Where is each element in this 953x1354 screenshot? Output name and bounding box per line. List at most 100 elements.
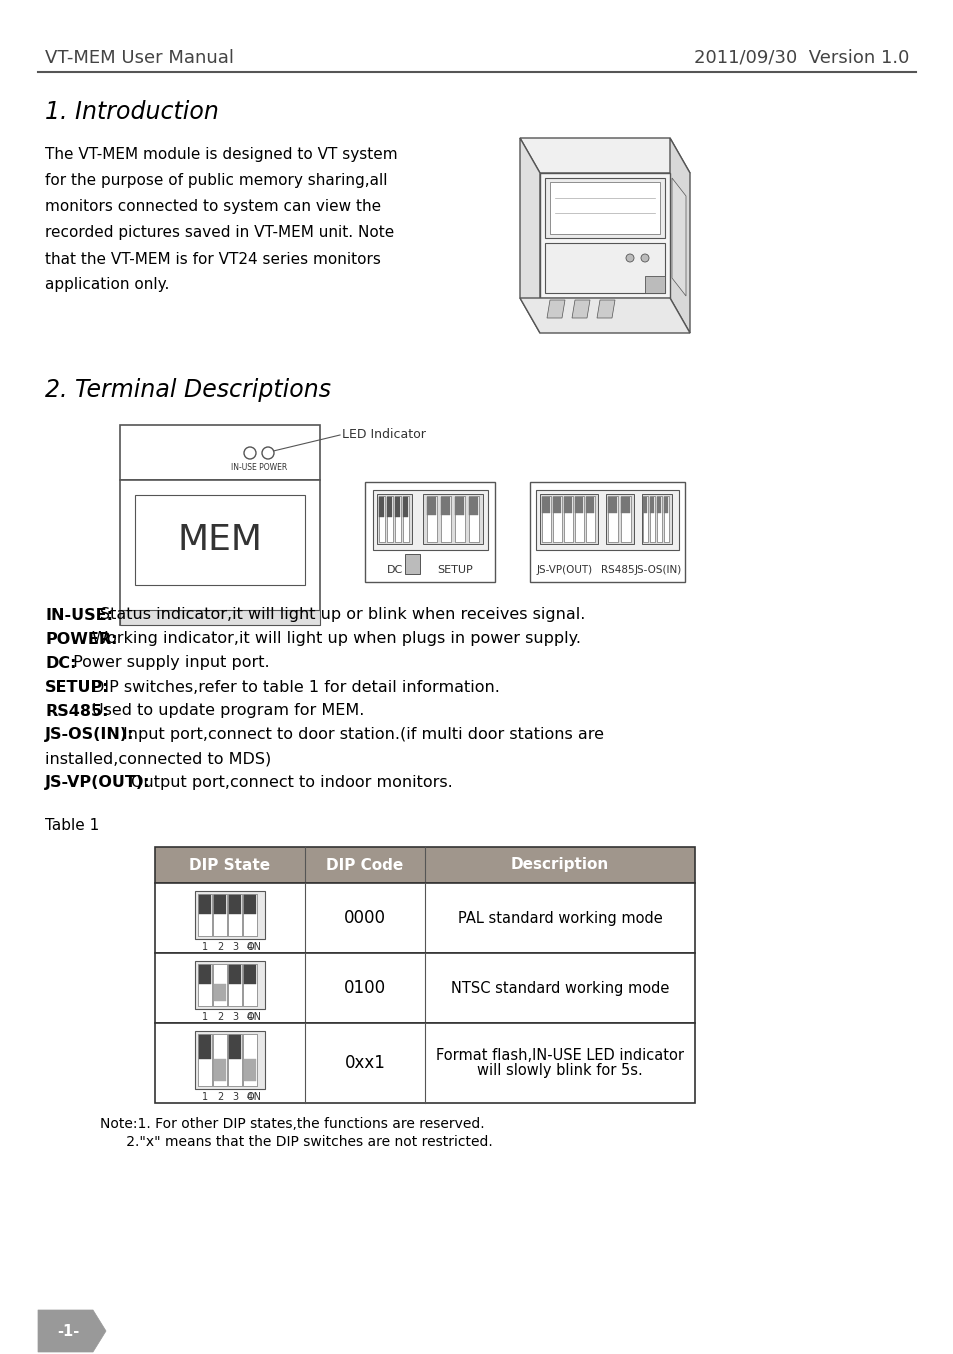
Bar <box>373 490 488 550</box>
Bar <box>229 1034 241 1059</box>
Text: 2. Terminal Descriptions: 2. Terminal Descriptions <box>45 378 331 402</box>
Bar <box>229 895 241 914</box>
Bar <box>228 964 242 1006</box>
Bar <box>199 895 211 914</box>
Bar <box>642 496 647 542</box>
Text: Table 1: Table 1 <box>45 818 99 833</box>
Bar <box>575 497 583 513</box>
Bar <box>243 1034 256 1086</box>
Text: RS485: RS485 <box>600 565 634 575</box>
Bar <box>440 496 451 542</box>
Text: ON: ON <box>247 1091 262 1102</box>
Text: JS-VP(OUT):: JS-VP(OUT): <box>45 776 151 791</box>
Circle shape <box>640 255 648 263</box>
Text: Status indicator,it will light up or blink when receives signal.: Status indicator,it will light up or bli… <box>99 608 584 623</box>
Text: will slowly blink for 5s.: will slowly blink for 5s. <box>476 1063 642 1079</box>
Bar <box>469 496 478 542</box>
Bar <box>213 964 227 1006</box>
Text: DIP State: DIP State <box>190 857 271 872</box>
Polygon shape <box>544 242 664 292</box>
Text: RS485:: RS485: <box>45 704 109 719</box>
Bar <box>605 494 634 544</box>
Bar <box>199 1034 211 1059</box>
Bar <box>243 964 256 1006</box>
Bar <box>586 497 594 513</box>
Bar <box>643 497 647 513</box>
Bar <box>243 894 256 936</box>
Bar <box>542 497 550 513</box>
Polygon shape <box>669 138 689 333</box>
Text: 3: 3 <box>232 1011 238 1022</box>
Text: that the VT-MEM is for VT24 series monitors: that the VT-MEM is for VT24 series monit… <box>45 252 380 267</box>
Bar <box>530 482 684 582</box>
Text: Output port,connect to indoor monitors.: Output port,connect to indoor monitors. <box>131 776 452 791</box>
Circle shape <box>625 255 634 263</box>
Bar <box>663 496 668 542</box>
Bar <box>244 965 255 984</box>
Text: JS-OS(IN): JS-OS(IN) <box>634 565 680 575</box>
Bar <box>402 496 409 542</box>
Bar <box>469 497 478 515</box>
Text: The VT-MEM module is designed to VT system: The VT-MEM module is designed to VT syst… <box>45 148 397 162</box>
Bar <box>422 494 482 544</box>
Bar <box>553 497 561 513</box>
Bar <box>154 953 695 1024</box>
Text: LED Indicator: LED Indicator <box>341 428 425 441</box>
Bar <box>641 494 671 544</box>
Bar <box>199 965 211 984</box>
Bar <box>387 496 393 542</box>
Bar <box>244 1059 255 1080</box>
Text: 4: 4 <box>247 942 253 952</box>
Bar <box>427 497 436 515</box>
Polygon shape <box>546 301 564 318</box>
Text: DC: DC <box>387 565 403 575</box>
Bar <box>213 895 226 914</box>
Bar <box>539 494 598 544</box>
Bar <box>441 497 450 515</box>
Text: POWER:: POWER: <box>45 631 117 646</box>
Bar <box>664 497 668 513</box>
Text: Working indicator,it will light up when plugs in power supply.: Working indicator,it will light up when … <box>91 631 580 646</box>
Text: 2011/09/30  Version 1.0: 2011/09/30 Version 1.0 <box>693 49 908 66</box>
Bar <box>229 965 241 984</box>
Text: 1: 1 <box>202 942 208 952</box>
Polygon shape <box>572 301 589 318</box>
Bar <box>607 496 618 542</box>
Text: 1. Introduction: 1. Introduction <box>45 100 218 125</box>
Bar <box>194 961 265 1009</box>
Text: monitors connected to system can view the: monitors connected to system can view th… <box>45 199 381 214</box>
Text: DIP Code: DIP Code <box>326 857 403 872</box>
Bar <box>376 494 412 544</box>
Text: Format flash,IN-USE LED indicator: Format flash,IN-USE LED indicator <box>436 1048 683 1063</box>
Bar <box>455 496 464 542</box>
Text: installed,connected to MDS): installed,connected to MDS) <box>45 751 271 766</box>
Bar <box>387 497 392 517</box>
Polygon shape <box>405 554 419 574</box>
Text: for the purpose of public memory sharing,all: for the purpose of public memory sharing… <box>45 173 387 188</box>
Bar <box>575 496 583 542</box>
Text: Description: Description <box>511 857 608 872</box>
Text: Note:1. For other DIP states,the functions are reserved.: Note:1. For other DIP states,the functio… <box>100 1117 484 1131</box>
Bar <box>585 496 595 542</box>
Text: 4: 4 <box>247 1011 253 1022</box>
Polygon shape <box>544 177 664 238</box>
Text: 2: 2 <box>216 1011 223 1022</box>
Bar <box>198 1034 212 1086</box>
Bar <box>213 894 227 936</box>
Text: 1: 1 <box>202 1091 208 1102</box>
Text: MEM: MEM <box>177 523 262 556</box>
Text: 2: 2 <box>216 942 223 952</box>
Text: 3: 3 <box>232 1091 238 1102</box>
Bar <box>563 496 573 542</box>
Polygon shape <box>597 301 615 318</box>
Polygon shape <box>38 1311 106 1353</box>
Bar <box>427 496 436 542</box>
Bar <box>120 481 319 626</box>
Bar <box>541 496 551 542</box>
Bar <box>553 496 561 542</box>
Bar <box>194 1030 265 1089</box>
Text: 2."x" means that the DIP switches are not restricted.: 2."x" means that the DIP switches are no… <box>100 1135 493 1150</box>
Bar <box>213 984 226 1001</box>
Text: ON: ON <box>247 942 262 952</box>
Bar <box>365 482 495 582</box>
